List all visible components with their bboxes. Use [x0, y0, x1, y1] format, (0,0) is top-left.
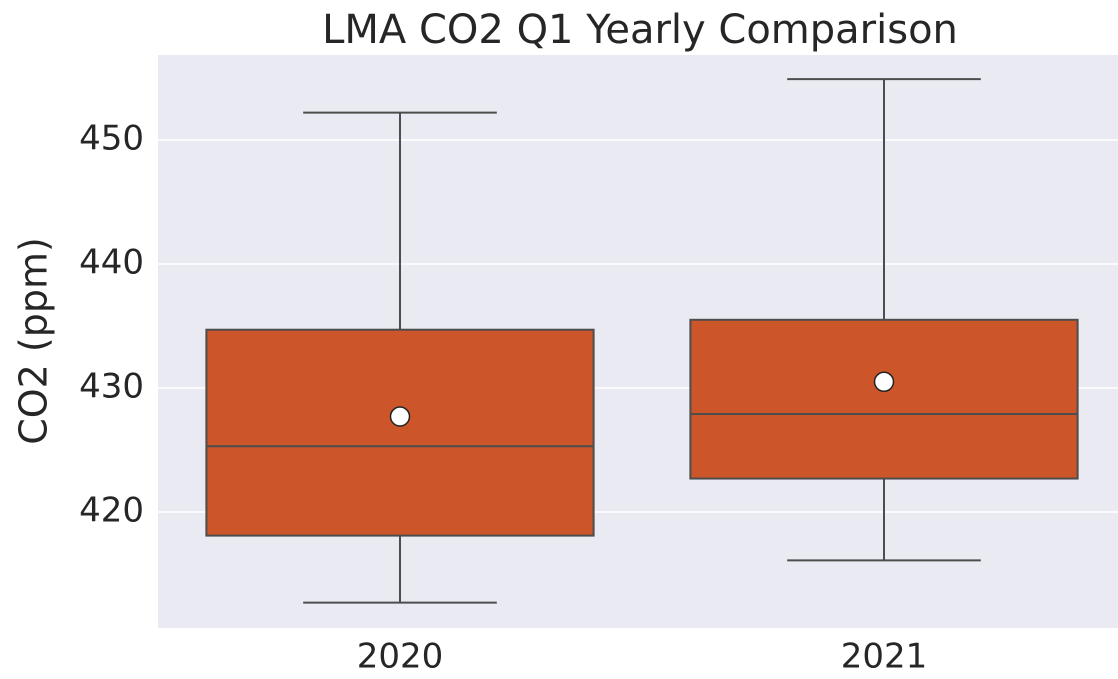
- y-tick-label: 450: [79, 118, 144, 158]
- x-tick-label: 2021: [841, 637, 928, 677]
- y-tick-label: 440: [79, 242, 144, 282]
- y-tick-label: 420: [79, 491, 144, 531]
- chart-title: LMA CO2 Q1 Yearly Comparison: [322, 7, 958, 53]
- mean-marker: [389, 406, 411, 427]
- box: [205, 328, 595, 537]
- x-tick-label: 2020: [357, 637, 444, 677]
- mean-marker: [873, 371, 895, 393]
- y-axis-label: CO2 (ppm): [12, 237, 56, 445]
- y-tick-label: 430: [79, 367, 144, 407]
- box: [689, 318, 1079, 480]
